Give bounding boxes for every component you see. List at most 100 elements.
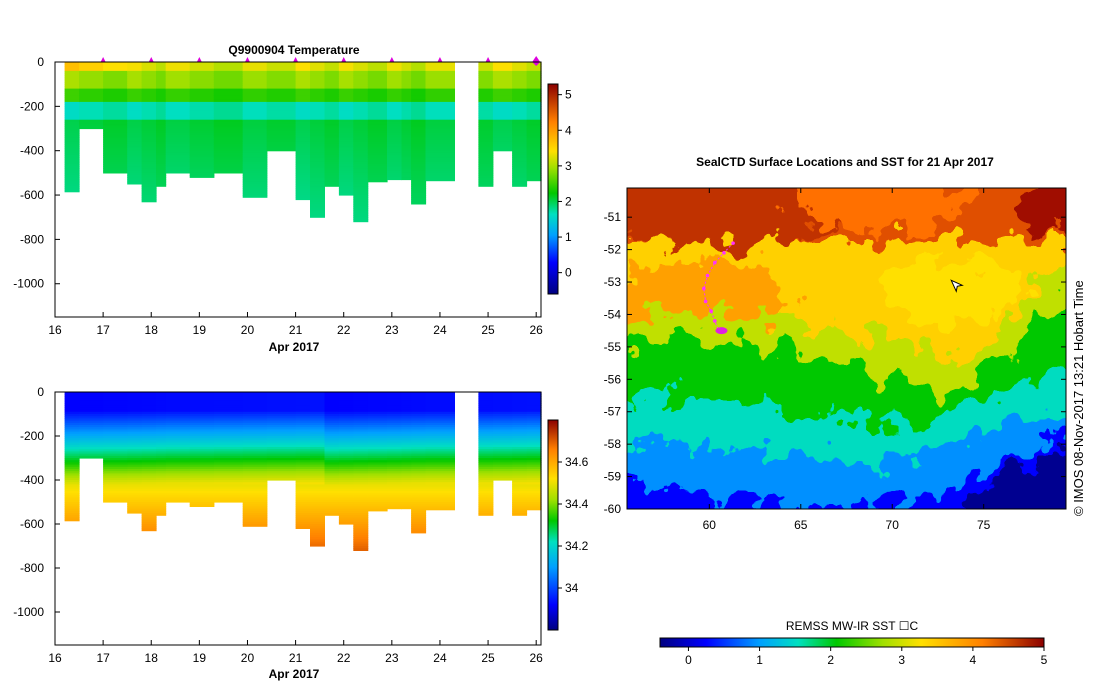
section-cell xyxy=(64,414,80,417)
section-cell xyxy=(127,177,143,181)
section-cell xyxy=(310,506,325,510)
section-cell xyxy=(242,95,268,99)
section-cell xyxy=(411,184,427,187)
section-cell xyxy=(367,90,388,94)
section-cell xyxy=(64,449,80,452)
section-cell xyxy=(64,181,80,185)
section-cell xyxy=(512,137,528,141)
section-cell xyxy=(295,495,311,499)
section-cell xyxy=(338,471,354,474)
section-cell xyxy=(425,493,455,496)
section-cell xyxy=(156,93,167,96)
section-cell xyxy=(401,502,412,505)
section-cell xyxy=(213,62,244,65)
section-cell xyxy=(387,499,402,503)
section-cell xyxy=(103,464,128,468)
section-cell xyxy=(338,108,354,112)
section-cell xyxy=(127,460,143,463)
section-cell xyxy=(478,155,494,158)
section-cell xyxy=(492,469,513,472)
section-cell xyxy=(127,451,143,455)
section-cell xyxy=(213,405,244,408)
section-cell xyxy=(127,104,143,107)
section-cell xyxy=(425,422,455,426)
section-cell xyxy=(141,135,157,138)
section-cell xyxy=(492,133,513,136)
section-cell xyxy=(367,135,388,138)
section-cell xyxy=(165,447,191,450)
section-cell xyxy=(127,510,143,514)
section-cell xyxy=(478,440,494,444)
section-cell xyxy=(189,139,215,143)
x-tick-label: 21 xyxy=(289,323,303,337)
section-cell xyxy=(156,453,167,457)
section-cell xyxy=(310,212,325,216)
section-cell xyxy=(165,108,191,112)
section-cell xyxy=(353,166,369,169)
section-cell xyxy=(367,471,388,474)
section-cell xyxy=(478,497,494,501)
section-cell xyxy=(401,427,412,430)
section-cell xyxy=(127,97,143,101)
section-cell xyxy=(127,497,143,501)
section-cell xyxy=(478,141,494,145)
section-cell xyxy=(213,170,244,174)
section-cell xyxy=(310,444,325,448)
section-cell xyxy=(512,449,528,452)
section-cell xyxy=(127,466,143,470)
section-cell xyxy=(425,400,455,404)
section-cell xyxy=(141,159,157,163)
section-cell xyxy=(492,139,513,143)
section-cell xyxy=(165,451,191,455)
section-cell xyxy=(64,517,80,521)
section-cell xyxy=(411,104,427,107)
section-cell xyxy=(338,464,354,468)
section-cell xyxy=(526,460,542,463)
section-cell xyxy=(310,93,325,96)
section-cell xyxy=(367,429,388,433)
section-cell xyxy=(324,488,340,492)
section-cell xyxy=(338,515,354,518)
sst-colorbar-tick-label: 4 xyxy=(970,653,977,667)
section-cell xyxy=(156,493,167,496)
section-cell xyxy=(242,420,268,424)
section-cell xyxy=(103,495,128,499)
section-cell xyxy=(387,82,402,85)
section-cell xyxy=(103,68,128,72)
section-cell xyxy=(213,148,244,152)
section-cell xyxy=(425,440,455,444)
section-cell xyxy=(165,68,191,72)
section-cell xyxy=(103,444,128,448)
section-cell xyxy=(141,115,157,118)
section-cell xyxy=(492,130,513,134)
section-cell xyxy=(492,431,513,435)
section-cell xyxy=(411,506,427,510)
x-tick-label: 20 xyxy=(241,323,255,337)
section-cell xyxy=(401,400,412,404)
section-cell xyxy=(156,126,167,130)
section-cell xyxy=(295,521,311,525)
section-cell xyxy=(526,68,542,72)
section-cell xyxy=(141,150,157,154)
section-cell xyxy=(189,79,215,83)
section-cell xyxy=(324,411,340,415)
section-cell xyxy=(213,438,244,441)
section-cell xyxy=(353,411,369,415)
section-cell xyxy=(213,141,244,145)
section-cell xyxy=(295,84,311,87)
section-cell xyxy=(353,429,369,433)
section-cell xyxy=(353,208,369,212)
section-cell xyxy=(266,427,297,430)
section-cell xyxy=(103,499,128,503)
section-cell xyxy=(310,64,325,67)
section-cell xyxy=(324,159,340,163)
section-cell xyxy=(324,128,340,132)
section-cell xyxy=(213,97,244,101)
section-cell xyxy=(295,88,311,92)
temperature-axes-frame xyxy=(54,61,542,318)
section-cell xyxy=(127,502,143,505)
section-cell xyxy=(387,88,402,92)
section-cell xyxy=(156,184,167,187)
section-cell xyxy=(295,190,311,194)
